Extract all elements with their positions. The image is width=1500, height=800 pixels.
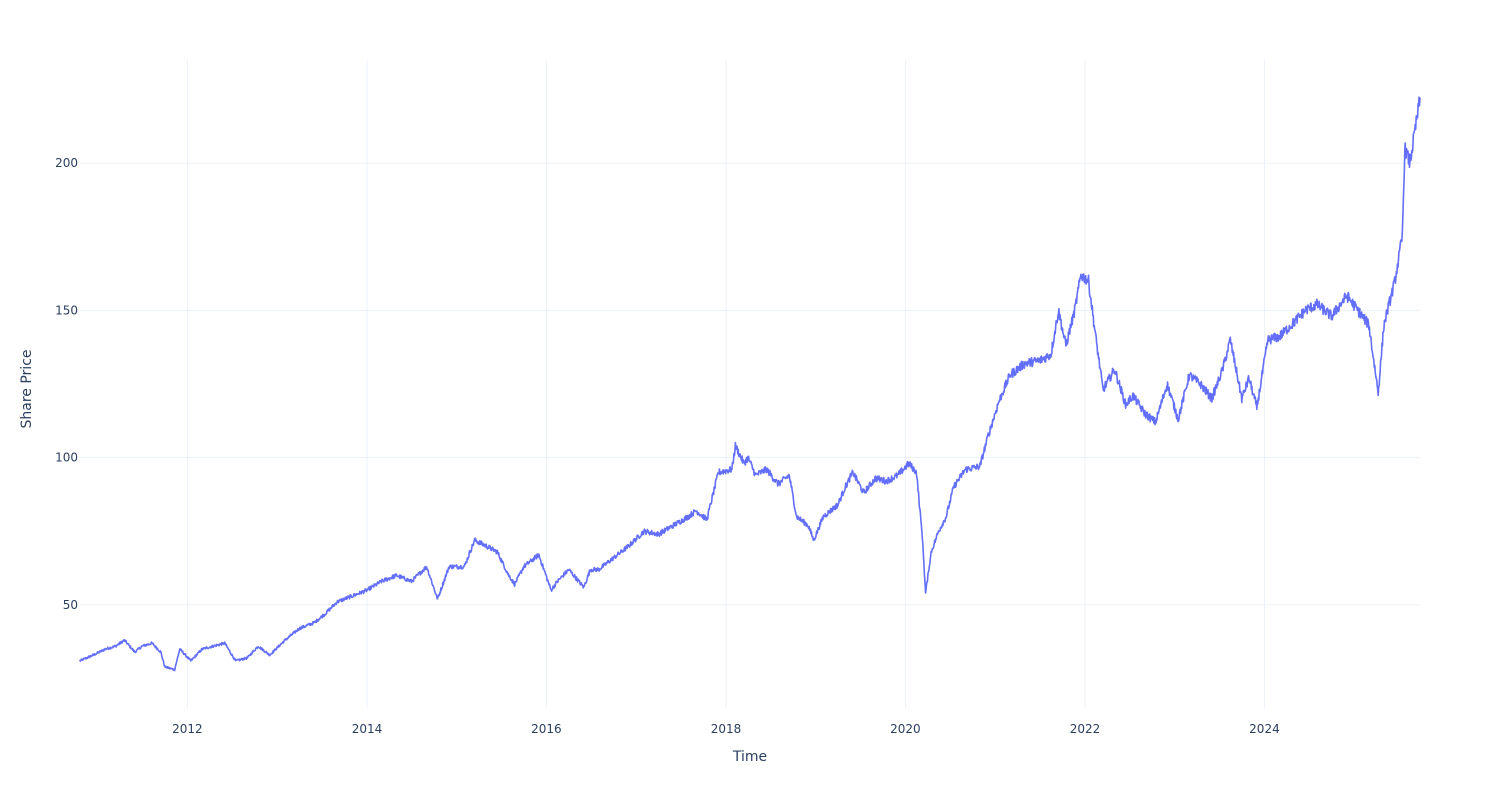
y-tick-label: 200 (55, 156, 78, 170)
x-tick-label: 2020 (890, 722, 921, 736)
y-gridlines (80, 162, 1420, 606)
share-price-series-line (79, 96, 1421, 672)
plot-area (79, 96, 1421, 672)
x-tick-label: 2014 (352, 722, 383, 736)
y-axis-title: Share Price (19, 349, 35, 428)
x-tick-label: 2018 (711, 722, 742, 736)
y-tick-label: 100 (55, 451, 78, 465)
x-tick-label: 2022 (1070, 722, 1101, 736)
x-tick-label: 2012 (172, 722, 203, 736)
x-axis-ticks: 2012 2014 2016 2018 2020 2022 2024 (172, 722, 1280, 736)
y-tick-label: 50 (63, 598, 78, 612)
y-tick-label: 150 (55, 303, 78, 317)
y-axis-ticks: 50 100 150 200 (55, 156, 78, 612)
x-tick-label: 2016 (531, 722, 562, 736)
x-gridlines (186, 60, 1265, 708)
x-tick-label: 2024 (1249, 722, 1280, 736)
x-axis-title: Time (732, 749, 767, 765)
